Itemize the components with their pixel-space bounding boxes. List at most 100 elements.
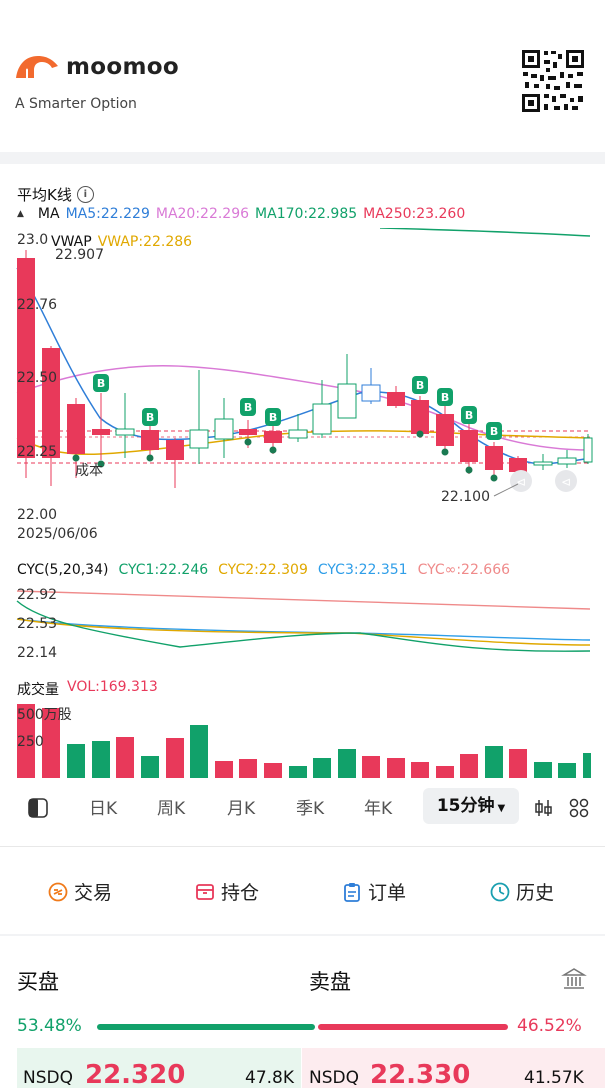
positions-label: 持仓 — [221, 882, 260, 904]
period-tab-bar: 日K 周K 月K 季K 年K 15分钟 ▼ — [0, 784, 605, 830]
vwap-label: VWAP — [51, 234, 92, 250]
cycinf-value: CYC∞:22.666 — [417, 562, 511, 578]
tab-month[interactable]: 月K — [227, 799, 256, 819]
ask-ratio-bar — [318, 1024, 508, 1030]
candle — [214, 418, 234, 440]
volume-label: 成交量 — [17, 682, 59, 698]
divider — [0, 846, 605, 847]
indicator-settings-icon[interactable] — [535, 798, 553, 818]
ask-quote-row[interactable]: NSDQ 22.330 41.57K — [302, 1048, 605, 1090]
collapse-caret-icon[interactable]: ▲ — [17, 209, 24, 219]
ask-size: 41.57K — [524, 1068, 584, 1088]
svg-text:B: B — [416, 379, 424, 392]
tab-week[interactable]: 周K — [157, 799, 186, 819]
bid-exchange: NSDQ — [23, 1068, 73, 1088]
positions-button[interactable]: 持仓 — [195, 878, 259, 905]
brand-name: moomoo — [66, 54, 179, 80]
bid-title: 买盘 — [17, 970, 59, 994]
cyc-legend[interactable]: CYC(5,20,34) CYC1:22.246 CYC2:22.309 CYC… — [17, 562, 510, 578]
history-button[interactable]: 历史 — [490, 878, 554, 905]
info-icon[interactable]: i — [76, 186, 94, 203]
trade-label: 交易 — [74, 882, 113, 904]
svg-text:B: B — [146, 411, 154, 424]
candle — [436, 414, 454, 446]
cyc-label: CYC(5,20,34) — [17, 562, 109, 578]
grid-layout-icon[interactable] — [569, 798, 589, 818]
candle — [337, 383, 357, 419]
scroll-left-icon — [510, 470, 532, 492]
history-icon — [490, 882, 510, 901]
tab-day[interactable]: 日K — [89, 799, 118, 819]
tab-quarter[interactable]: 季K — [296, 799, 325, 819]
cyc1-value: CYC1:22.246 — [118, 562, 209, 578]
svg-text:B: B — [490, 425, 498, 438]
buy-markers: B B B B B B B B — [72, 374, 502, 482]
ma250-value: MA250:23.260 — [363, 206, 466, 222]
candle — [583, 437, 593, 463]
low-price-label: 22.100 — [441, 489, 490, 505]
dropdown-caret-icon: ▼ — [497, 803, 506, 814]
ma20-value: MA20:22.296 — [155, 206, 250, 222]
trade-button[interactable]: 交易 — [48, 878, 112, 905]
scroll-end-icon — [555, 470, 577, 492]
ask-title: 卖盘 — [309, 970, 351, 994]
candle — [17, 258, 35, 458]
volume-unit-label: 500万股 — [17, 707, 72, 723]
candlestick-chart[interactable]: B B B B B B B B ⊲ ⊲ — [0, 228, 605, 548]
candle — [189, 429, 209, 449]
candle — [485, 446, 503, 470]
brand-logo: moomoo — [14, 52, 179, 82]
tab-year[interactable]: 年K — [364, 799, 393, 819]
cycinf-line — [16, 590, 591, 610]
tagline: A Smarter Option — [15, 96, 137, 112]
candle — [387, 392, 405, 406]
tab-15min[interactable]: 15分钟 ▼ — [423, 788, 519, 824]
svg-text:⊲: ⊲ — [561, 475, 571, 489]
trade-icon — [48, 882, 68, 901]
ma170-line — [379, 228, 591, 237]
bid-size: 47.8K — [245, 1068, 294, 1088]
orders-button[interactable]: 订单 — [342, 878, 406, 905]
section-divider — [0, 152, 605, 164]
orders-icon — [344, 882, 360, 902]
ask-percentage: 46.52% — [517, 1016, 582, 1036]
divider — [0, 934, 605, 936]
volume-legend[interactable]: 成交量 VOL:169.313 — [17, 679, 158, 699]
sidebar-toggle-icon[interactable] — [28, 798, 48, 818]
chart-scroll-buttons: ⊲ ⊲ — [510, 470, 577, 492]
volume-chart[interactable] — [0, 700, 605, 780]
buy-marker-label: B — [97, 377, 105, 390]
vwap-legend: VWAP VWAP:22.286 — [51, 234, 192, 250]
y-tick-4: 22.25 — [17, 444, 58, 460]
qr-code-icon — [520, 48, 586, 114]
cyc3-line — [16, 618, 591, 641]
candle — [166, 440, 184, 460]
candle — [533, 461, 553, 466]
volume-mid-tick: 250 — [17, 734, 44, 750]
orders-label: 订单 — [368, 882, 407, 904]
candle — [509, 458, 527, 472]
candles — [17, 250, 593, 488]
exchange-icon[interactable] — [561, 966, 587, 992]
bid-percentage: 53.48% — [17, 1016, 82, 1036]
ma-label: MA — [37, 206, 60, 222]
chart-type-selector[interactable]: 平均K线 i — [17, 184, 94, 205]
cyc-chart[interactable] — [0, 585, 605, 670]
chart-title: 平均K线 — [17, 186, 72, 204]
svg-text:B: B — [244, 401, 252, 414]
ma20-line — [16, 365, 591, 451]
bid-quote-row[interactable]: NSDQ 22.320 47.8K — [17, 1048, 301, 1090]
candle — [115, 428, 135, 436]
candle — [460, 430, 478, 462]
ma-legend[interactable]: ▲ MA MA5:22.229 MA20:22.296 MA170:22.985… — [17, 206, 465, 222]
cyc-tick-3: 22.14 — [17, 645, 58, 661]
bid-price: 22.320 — [85, 1060, 186, 1090]
svg-text:B: B — [465, 409, 473, 422]
ask-exchange: NSDQ — [309, 1068, 359, 1088]
vwap-value: VWAP:22.286 — [97, 234, 193, 250]
cyc-tick-2: 22.53 — [17, 616, 58, 632]
candle — [141, 430, 159, 450]
svg-text:⊲: ⊲ — [516, 475, 526, 489]
y-tick-3: 22.50 — [17, 370, 58, 386]
candle — [288, 429, 308, 439]
